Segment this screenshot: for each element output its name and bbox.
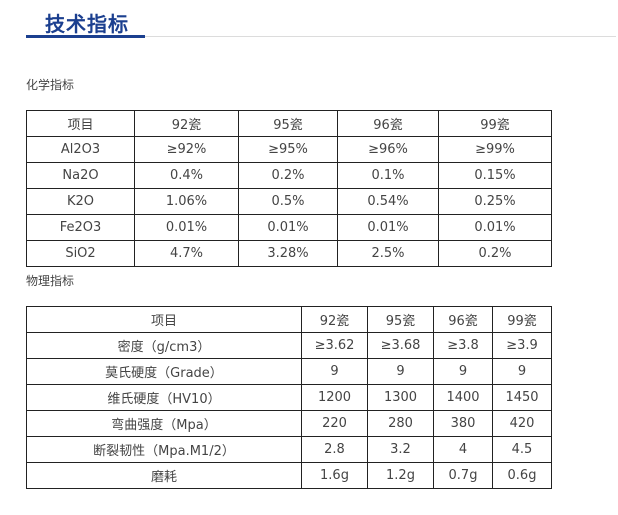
column-header: 96瓷 xyxy=(337,110,439,137)
table-cell: 9 xyxy=(492,358,552,385)
table-row: Na2O 0.4% 0.2% 0.1% 0.15% xyxy=(26,162,552,189)
table-cell: 4 xyxy=(433,436,493,463)
table-row: 弯曲强度（Mpa） 220 280 380 420 xyxy=(26,410,552,437)
table-cell: 0.25% xyxy=(438,188,552,215)
table-row: SiO2 4.7% 3.28% 2.5% 0.2% xyxy=(26,240,552,267)
table-cell: 0.54% xyxy=(337,188,439,215)
table-cell: 1.06% xyxy=(134,188,239,215)
table-header-row: 项目 92瓷 95瓷 96瓷 99瓷 xyxy=(26,110,552,137)
table-cell: ≥3.68 xyxy=(367,332,434,359)
table-cell: ≥92% xyxy=(134,136,239,163)
table-row: 密度（g/cm3） ≥3.62 ≥3.68 ≥3.8 ≥3.9 xyxy=(26,332,552,359)
table-cell: 磨耗 xyxy=(26,462,302,489)
column-header: 项目 xyxy=(26,306,302,333)
table-cell: 0.2% xyxy=(438,240,552,267)
table-cell: Fe2O3 xyxy=(26,214,135,241)
table-cell: 2.8 xyxy=(301,436,368,463)
table-cell: 1300 xyxy=(367,384,434,411)
table-cell: 9 xyxy=(433,358,493,385)
page-title: 技术指标 xyxy=(45,12,129,36)
table-row: K2O 1.06% 0.5% 0.54% 0.25% xyxy=(26,188,552,215)
table-cell: 维氏硬度（HV10） xyxy=(26,384,302,411)
table-cell: 9 xyxy=(301,358,368,385)
table-cell: 密度（g/cm3） xyxy=(26,332,302,359)
table-cell: 220 xyxy=(301,410,368,437)
table-row: 磨耗 1.6g 1.2g 0.7g 0.6g xyxy=(26,462,552,489)
column-header: 99瓷 xyxy=(492,306,552,333)
table-cell: 0.4% xyxy=(134,162,239,189)
column-header: 95瓷 xyxy=(367,306,434,333)
column-header: 92瓷 xyxy=(301,306,368,333)
table-cell: 0.5% xyxy=(238,188,338,215)
table-cell: 0.15% xyxy=(438,162,552,189)
table-cell: 0.01% xyxy=(238,214,338,241)
column-header: 99瓷 xyxy=(438,110,552,137)
table-cell: 420 xyxy=(492,410,552,437)
column-header: 项目 xyxy=(26,110,135,137)
table-cell: ≥3.8 xyxy=(433,332,493,359)
table-cell: 3.28% xyxy=(238,240,338,267)
table-cell: 3.2 xyxy=(367,436,434,463)
table-row: Fe2O3 0.01% 0.01% 0.01% 0.01% xyxy=(26,214,552,241)
table-cell: 280 xyxy=(367,410,434,437)
column-header: 95瓷 xyxy=(238,110,338,137)
table-cell: ≥96% xyxy=(337,136,439,163)
table-cell: Al2O3 xyxy=(26,136,135,163)
table-cell: 1400 xyxy=(433,384,493,411)
table-cell: 断裂韧性（Mpa.M1/2） xyxy=(26,436,302,463)
table-cell: ≥3.9 xyxy=(492,332,552,359)
table-cell: 9 xyxy=(367,358,434,385)
column-header: 96瓷 xyxy=(433,306,493,333)
chemical-table: 项目 92瓷 95瓷 96瓷 99瓷 Al2O3 ≥92% ≥95% ≥96% … xyxy=(26,110,552,267)
table-cell: 0.6g xyxy=(492,462,552,489)
table-cell: SiO2 xyxy=(26,240,135,267)
table-cell: 弯曲强度（Mpa） xyxy=(26,410,302,437)
table-row: 断裂韧性（Mpa.M1/2） 2.8 3.2 4 4.5 xyxy=(26,436,552,463)
table-cell: K2O xyxy=(26,188,135,215)
table-cell: 2.5% xyxy=(337,240,439,267)
table-cell: 0.2% xyxy=(238,162,338,189)
table-cell: 4.7% xyxy=(134,240,239,267)
chemical-section-label: 化学指标 xyxy=(26,78,75,92)
header-divider xyxy=(26,36,616,37)
table-cell: Na2O xyxy=(26,162,135,189)
table-cell: 0.01% xyxy=(337,214,439,241)
table-cell: 1.2g xyxy=(367,462,434,489)
header-accent-bar xyxy=(26,35,145,38)
table-cell: ≥99% xyxy=(438,136,552,163)
physical-table: 项目 92瓷 95瓷 96瓷 99瓷 密度（g/cm3） ≥3.62 ≥3.68… xyxy=(26,306,552,489)
table-cell: 莫氏硬度（Grade） xyxy=(26,358,302,385)
table-cell: 4.5 xyxy=(492,436,552,463)
table-row: 莫氏硬度（Grade） 9 9 9 9 xyxy=(26,358,552,385)
page-header: 技术指标 xyxy=(0,0,618,40)
table-cell: 0.1% xyxy=(337,162,439,189)
table-row: Al2O3 ≥92% ≥95% ≥96% ≥99% xyxy=(26,136,552,163)
table-cell: 1450 xyxy=(492,384,552,411)
table-cell: ≥3.62 xyxy=(301,332,368,359)
table-cell: 1200 xyxy=(301,384,368,411)
table-cell: 0.7g xyxy=(433,462,493,489)
table-cell: 380 xyxy=(433,410,493,437)
table-cell: 0.01% xyxy=(438,214,552,241)
table-header-row: 项目 92瓷 95瓷 96瓷 99瓷 xyxy=(26,306,552,333)
table-row: 维氏硬度（HV10） 1200 1300 1400 1450 xyxy=(26,384,552,411)
physical-section-label: 物理指标 xyxy=(26,274,75,288)
table-cell: 1.6g xyxy=(301,462,368,489)
table-cell: 0.01% xyxy=(134,214,239,241)
table-cell: ≥95% xyxy=(238,136,338,163)
column-header: 92瓷 xyxy=(134,110,239,137)
